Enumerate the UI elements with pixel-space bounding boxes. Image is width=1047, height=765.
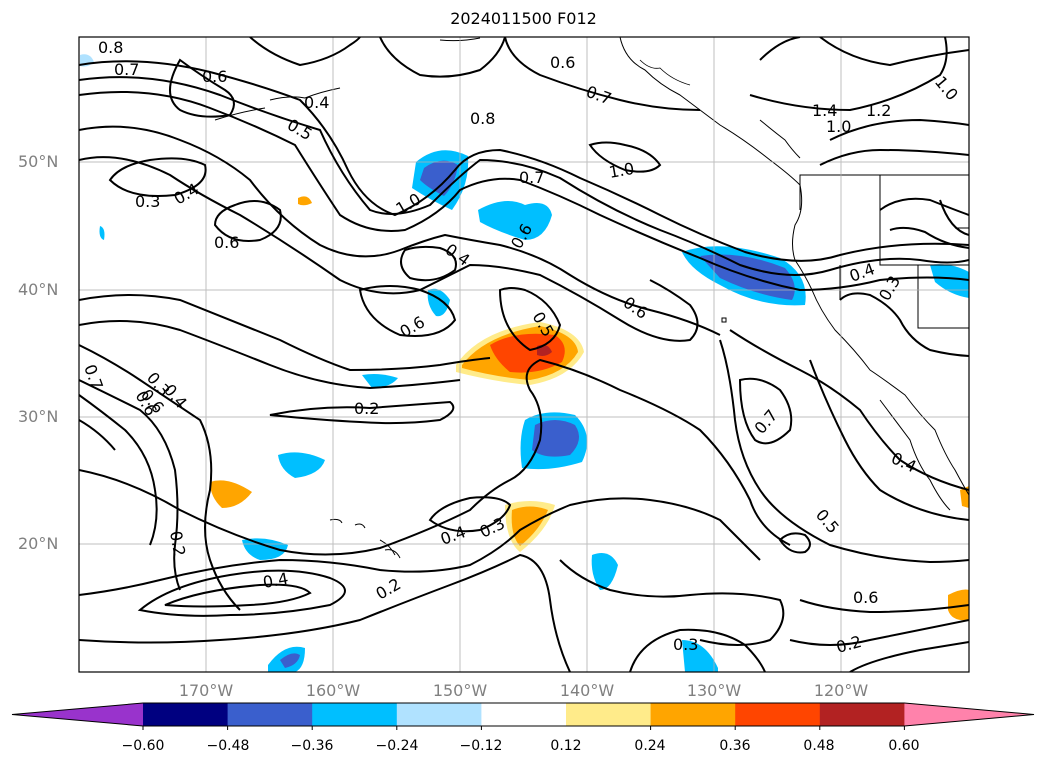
colorbar-tick-label: 0.60	[888, 738, 920, 754]
colorbar-extend-max	[904, 703, 1034, 726]
page-title: 2024011500 F012	[450, 9, 597, 28]
contour-label: 0.4	[304, 93, 329, 112]
colorbar-band	[566, 703, 652, 726]
lon-tick-label: 140°W	[559, 681, 615, 700]
contour-label: 0.8	[470, 109, 495, 128]
shaded-anomaly-layer	[80, 54, 969, 672]
colorbar	[11, 702, 1035, 730]
neg-blob-mid	[478, 201, 552, 240]
contour-label: 0.6	[202, 67, 227, 86]
lat-tick-label: 30°N	[18, 407, 59, 426]
contour-label: 1.4	[812, 101, 837, 120]
lon-tick-label: 160°W	[305, 681, 361, 700]
contour-label: 1.0	[607, 159, 635, 182]
lat-tick-label: 20°N	[18, 534, 59, 553]
colorbar-tick-label: −0.12	[459, 738, 503, 754]
colorbar-tick-label: −0.48	[206, 738, 250, 754]
contour-label: 0.6	[550, 53, 575, 72]
lat-tick-label: 50°N	[18, 152, 59, 171]
contour-label: 0.2	[354, 399, 379, 418]
colorbar-band	[312, 703, 398, 726]
colorbar-band	[396, 703, 482, 726]
lon-tick-label: 120°W	[813, 681, 869, 700]
colorbar-extend-min	[12, 703, 143, 726]
contour-label: 1.0	[826, 117, 851, 136]
colorbar-band	[819, 703, 905, 726]
contour-label: 0.8	[98, 38, 123, 57]
colorbar-tick-label: 0.24	[634, 738, 666, 754]
lon-tick-label: 130°W	[686, 681, 742, 700]
colorbar-tick-label: 0.48	[803, 738, 835, 754]
colorbar-tick-label: 0.36	[719, 738, 751, 754]
contour-label: 1.2	[866, 101, 891, 120]
map-border	[78, 36, 970, 673]
lon-tick-label: 150°W	[432, 681, 488, 700]
colorbar-band	[481, 703, 567, 726]
contour-label: 0.7	[114, 60, 139, 79]
lat-tick-label: 40°N	[18, 280, 59, 299]
contour-label: 0.3	[135, 192, 160, 211]
contour-label: 0.3	[673, 635, 698, 654]
lon-tick-label: 170°W	[178, 681, 234, 700]
colorbar-tick-label: −0.24	[375, 738, 419, 754]
contour-label: 0.4	[261, 569, 289, 592]
colorbar-band	[735, 703, 821, 726]
colorbar-band	[650, 703, 736, 726]
colorbar-band	[143, 703, 229, 726]
contour-label: 0.7	[519, 168, 544, 187]
contour-layer	[79, 37, 969, 672]
contour-label: 0.6	[214, 233, 239, 252]
colorbar-tick-label: −0.60	[121, 738, 165, 754]
colorbar-tick-label: 0.12	[550, 738, 582, 754]
colorbar-band	[227, 703, 313, 726]
contour-label: 0.2	[166, 529, 189, 557]
contour-label: 0.6	[853, 588, 878, 607]
colorbar-tick-label: −0.36	[290, 738, 334, 754]
